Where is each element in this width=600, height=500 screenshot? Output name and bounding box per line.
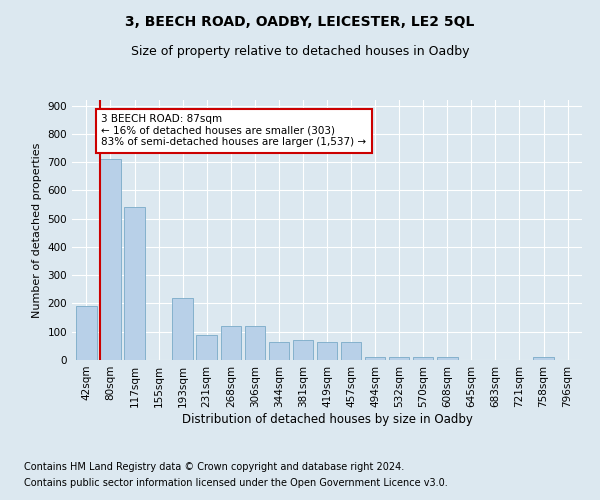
Text: Size of property relative to detached houses in Oadby: Size of property relative to detached ho… <box>131 45 469 58</box>
Bar <box>100 160 121 360</box>
Bar <box>76 306 97 360</box>
Bar <box>124 208 145 360</box>
Bar <box>413 357 433 360</box>
Text: Contains HM Land Registry data © Crown copyright and database right 2024.: Contains HM Land Registry data © Crown c… <box>24 462 404 472</box>
Text: 3 BEECH ROAD: 87sqm
← 16% of detached houses are smaller (303)
83% of semi-detac: 3 BEECH ROAD: 87sqm ← 16% of detached ho… <box>101 114 367 148</box>
Bar <box>317 342 337 360</box>
Text: 3, BEECH ROAD, OADBY, LEICESTER, LE2 5QL: 3, BEECH ROAD, OADBY, LEICESTER, LE2 5QL <box>125 15 475 29</box>
Bar <box>196 334 217 360</box>
Y-axis label: Number of detached properties: Number of detached properties <box>32 142 42 318</box>
Bar <box>389 357 409 360</box>
Bar <box>341 342 361 360</box>
Text: Distribution of detached houses by size in Oadby: Distribution of detached houses by size … <box>182 412 472 426</box>
Bar <box>245 326 265 360</box>
Bar <box>293 340 313 360</box>
Bar <box>533 357 554 360</box>
Bar <box>269 342 289 360</box>
Bar <box>172 298 193 360</box>
Bar <box>437 357 458 360</box>
Text: Contains public sector information licensed under the Open Government Licence v3: Contains public sector information licen… <box>24 478 448 488</box>
Bar <box>221 326 241 360</box>
Bar <box>365 357 385 360</box>
